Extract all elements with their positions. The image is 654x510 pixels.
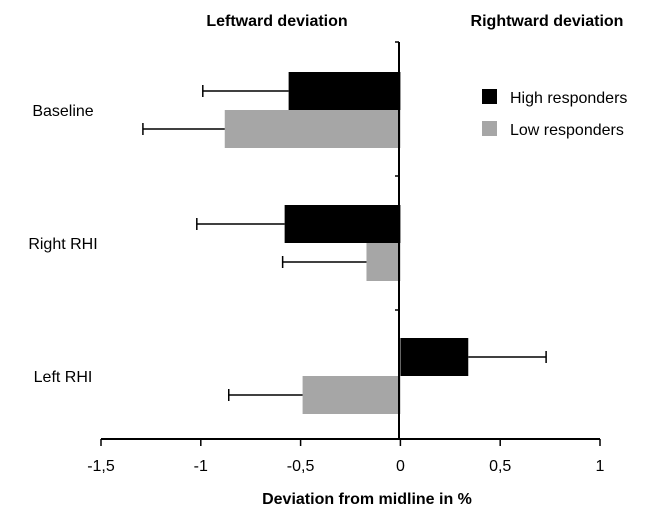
bar-low-0 [224, 110, 401, 148]
legend-label-low: Low responders [510, 122, 624, 139]
bars-group [224, 72, 469, 414]
legend: High responders Low responders [482, 89, 627, 139]
error-bar-high-1 [196, 218, 285, 230]
legend-swatch-low [482, 121, 497, 136]
x-tick-label-2: -0,5 [287, 458, 315, 475]
error-bar-low-1 [281, 256, 367, 268]
error-bar-low-0 [142, 123, 225, 135]
category-labels: Baseline Right RHI Left RHI [28, 103, 97, 386]
x-tick-label-4: 0,5 [489, 458, 511, 475]
x-ticks: -1,5 -1 -0,5 0 0,5 1 [87, 439, 605, 475]
error-bar-high-2 [468, 351, 547, 363]
rightward-header: Rightward deviation [471, 13, 624, 30]
category-label-2: Left RHI [34, 369, 93, 386]
category-ticks [395, 41, 399, 311]
x-tick-label-3: 0 [396, 458, 405, 475]
category-label-1: Right RHI [28, 236, 97, 253]
leftward-header: Leftward deviation [206, 13, 347, 30]
bar-low-2 [302, 376, 401, 414]
bar-high-2 [400, 338, 469, 376]
x-tick-label-5: 1 [596, 458, 605, 475]
legend-swatch-high [482, 89, 497, 104]
error-bar-high-0 [202, 85, 289, 97]
x-axis-label: Deviation from midline in % [262, 491, 472, 508]
x-tick-label-1: -1 [194, 458, 208, 475]
category-label-0: Baseline [32, 103, 93, 120]
bar-low-1 [366, 243, 401, 281]
x-tick-label-0: -1,5 [87, 458, 115, 475]
error-bars-group [142, 85, 547, 401]
legend-label-high: High responders [510, 90, 627, 107]
error-bar-low-2 [227, 389, 303, 401]
bar-high-0 [288, 72, 401, 110]
bar-high-1 [284, 205, 401, 243]
